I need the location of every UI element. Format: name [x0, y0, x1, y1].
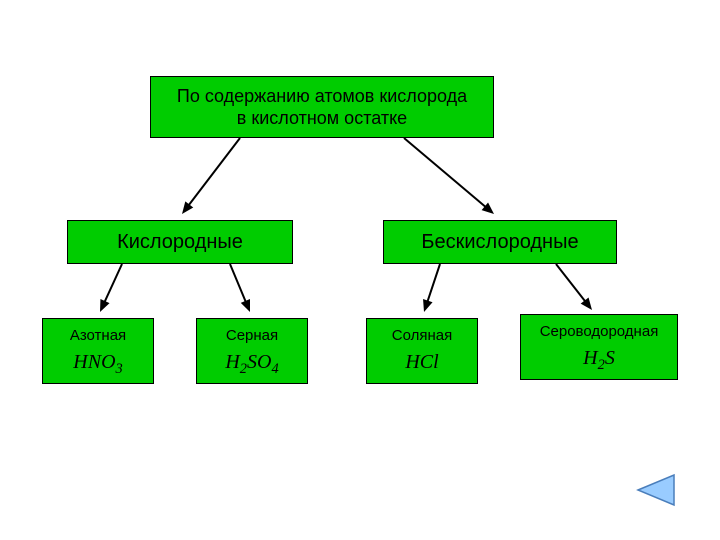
leaf-label: Серная	[226, 327, 278, 346]
category-node-oxy: Кислородные	[67, 220, 293, 264]
root-node: По содержанию атомов кислорода в кислотн…	[150, 76, 494, 138]
leaf-label: Азотная	[70, 327, 126, 346]
leaf-label: Соляная	[392, 327, 452, 346]
category-label: Кислородные	[117, 230, 243, 255]
leaf-formula: H2S	[583, 346, 615, 371]
leaf-formula: HNO3	[73, 350, 122, 375]
category-node-anoxy: Бескислородные	[383, 220, 617, 264]
leaf-node-hno3: Азотная HNO3	[42, 318, 154, 384]
nav-back-button[interactable]	[636, 472, 676, 508]
root-line1: По содержанию атомов кислорода	[177, 85, 467, 108]
diagram-canvas: { "colors": { "box_fill": "#00cc00", "bo…	[0, 0, 720, 540]
leaf-formula: H2SO4	[225, 350, 278, 375]
category-label: Бескислородные	[421, 230, 578, 255]
leaf-label: Сероводородная	[540, 323, 659, 342]
leaf-formula: HCl	[405, 350, 438, 375]
root-line2: в кислотном остатке	[237, 107, 407, 130]
leaf-node-hcl: Соляная HCl	[366, 318, 478, 384]
leaf-node-h2s: Сероводородная H2S	[520, 314, 678, 380]
leaf-node-h2so4: Серная H2SO4	[196, 318, 308, 384]
